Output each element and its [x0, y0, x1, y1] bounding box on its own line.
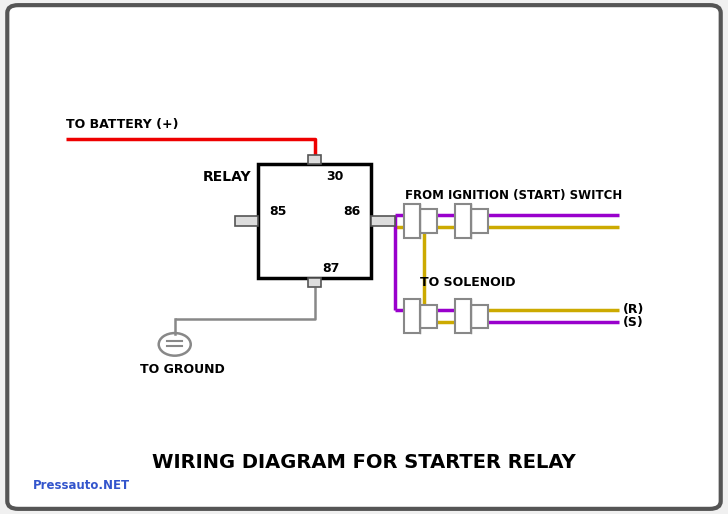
Text: FROM IGNITION (START) SWITCH: FROM IGNITION (START) SWITCH — [405, 189, 622, 202]
Text: TO SOLENOID: TO SOLENOID — [421, 276, 516, 289]
Bar — [308, 155, 321, 164]
Bar — [421, 209, 437, 232]
Bar — [235, 216, 258, 226]
Bar — [472, 304, 488, 328]
Bar — [404, 299, 421, 333]
Text: Pressauto.NET: Pressauto.NET — [33, 479, 130, 492]
Text: 30: 30 — [326, 170, 343, 182]
Text: TO GROUND: TO GROUND — [140, 363, 224, 376]
Bar — [455, 204, 472, 237]
Bar — [421, 304, 437, 328]
Text: 87: 87 — [322, 262, 339, 275]
Text: 85: 85 — [269, 206, 287, 218]
Text: (S): (S) — [622, 316, 644, 329]
Bar — [472, 209, 488, 232]
Bar — [455, 299, 472, 333]
Text: WIRING DIAGRAM FOR STARTER RELAY: WIRING DIAGRAM FOR STARTER RELAY — [152, 453, 576, 472]
Bar — [404, 204, 421, 237]
FancyBboxPatch shape — [7, 5, 721, 509]
Bar — [308, 278, 321, 287]
Text: (R): (R) — [622, 303, 644, 317]
Bar — [258, 164, 371, 278]
Text: RELAY: RELAY — [202, 170, 251, 183]
Bar — [371, 216, 395, 226]
Text: 86: 86 — [343, 206, 360, 218]
Text: TO BATTERY (+): TO BATTERY (+) — [66, 118, 178, 131]
